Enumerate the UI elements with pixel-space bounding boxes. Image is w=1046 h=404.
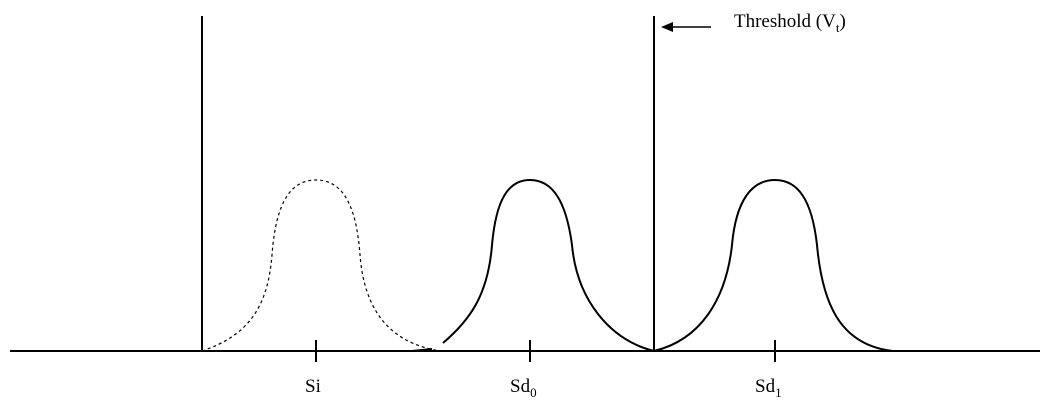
sd1-distribution-curve bbox=[653, 178, 894, 352]
tick-label-sd1: Sd1 bbox=[755, 376, 782, 400]
si-distribution-curve bbox=[201, 179, 441, 352]
tick-label-sd0: Sd0 bbox=[510, 376, 537, 400]
threshold-label: Threshold (Vt) bbox=[734, 11, 846, 35]
sd0-distribution-curve bbox=[442, 178, 655, 352]
si-tail-segment bbox=[411, 348, 433, 352]
threshold-arrow bbox=[661, 22, 711, 32]
tick-label-si: Si bbox=[305, 376, 321, 397]
